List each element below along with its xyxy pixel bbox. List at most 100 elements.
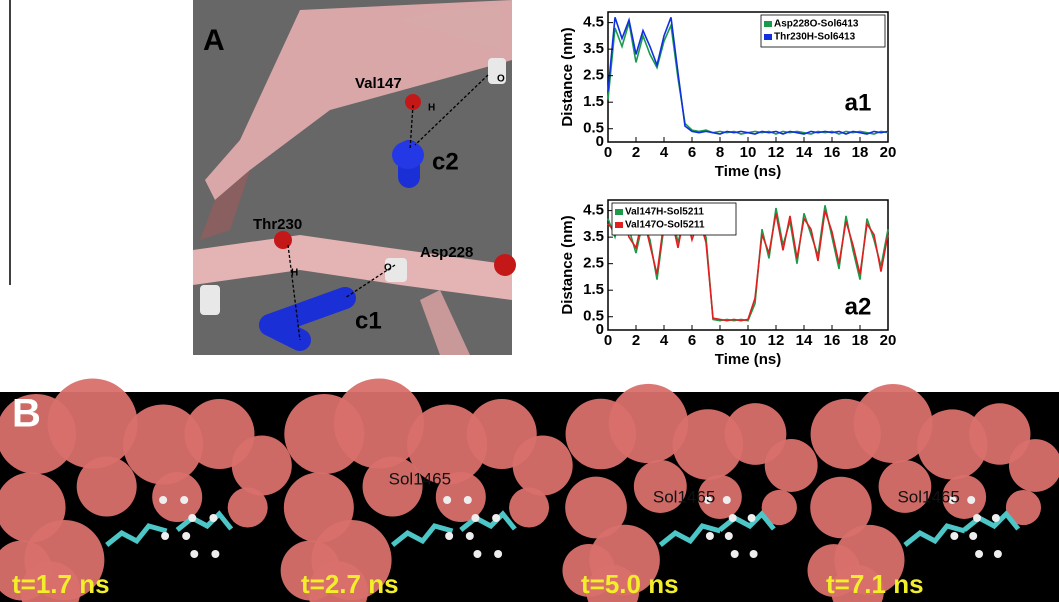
residue-label: Val147 xyxy=(355,75,402,92)
annotation: a1 xyxy=(845,89,872,116)
residue-label: Thr230 xyxy=(253,216,302,233)
frame-time: t=1.7 ns xyxy=(12,569,110,599)
frame: t=2.7 ns Sol1465 xyxy=(281,379,573,602)
water xyxy=(992,514,1000,522)
surface xyxy=(509,488,549,528)
charts: 00.51.52.53.54.502468101214161820Time (n… xyxy=(559,12,896,368)
y-axis-label: Distance (nm) xyxy=(559,215,576,314)
y-tick-label: 4.5 xyxy=(583,202,604,219)
legend-swatch xyxy=(764,21,772,27)
surface xyxy=(765,439,818,492)
y-tick-label: 3.5 xyxy=(583,40,604,57)
y-tick-label: 4.5 xyxy=(583,14,604,31)
water xyxy=(723,496,731,504)
water xyxy=(188,514,196,522)
water xyxy=(443,496,451,504)
panel-a-render xyxy=(193,0,516,355)
residue-label: O xyxy=(497,74,505,85)
x-tick-label: 16 xyxy=(824,332,841,349)
legend-label: Thr230H-Sol6413 xyxy=(774,32,856,43)
x-tick-label: 2 xyxy=(632,144,640,161)
surface xyxy=(48,379,138,469)
water xyxy=(473,550,481,558)
residue-label: c2 xyxy=(432,148,459,175)
molecule-label: Sol1465 xyxy=(897,487,959,506)
x-tick-label: 18 xyxy=(852,332,869,349)
x-tick-label: 2 xyxy=(632,332,640,349)
x-tick-label: 0 xyxy=(604,332,612,349)
water xyxy=(445,532,453,540)
water xyxy=(729,514,737,522)
molecule-label: Sol1465 xyxy=(389,469,451,488)
water xyxy=(731,550,739,558)
water xyxy=(190,550,198,558)
x-tick-label: 18 xyxy=(852,144,869,161)
frame-time: t=2.7 ns xyxy=(301,569,399,599)
annotation: a2 xyxy=(845,293,872,320)
water xyxy=(211,550,219,558)
x-tick-label: 16 xyxy=(824,144,841,161)
residue-label: O xyxy=(384,263,392,274)
legend-swatch xyxy=(764,34,772,40)
x-tick-label: 20 xyxy=(880,332,897,349)
panel-label: A xyxy=(203,24,225,57)
water xyxy=(471,514,479,522)
x-axis-label: Time (ns) xyxy=(715,351,781,368)
water xyxy=(950,532,958,540)
frame: t=5.0 ns Sol1465 xyxy=(562,384,817,602)
x-tick-label: 10 xyxy=(740,144,757,161)
y-tick-label: 1.5 xyxy=(583,281,604,298)
surface xyxy=(232,436,292,496)
water xyxy=(494,550,502,558)
x-tick-label: 12 xyxy=(768,332,785,349)
x-tick-label: 10 xyxy=(740,332,757,349)
x-tick-label: 8 xyxy=(716,332,724,349)
y-axis-label: Distance (nm) xyxy=(559,27,576,126)
surface xyxy=(228,488,268,528)
water xyxy=(492,514,500,522)
frame: t=7.1 ns Sol1465 xyxy=(808,384,1059,602)
residue-label: c1 xyxy=(355,307,382,334)
molecule-label: Sol1465 xyxy=(653,487,715,506)
residue-label: H xyxy=(428,103,435,114)
x-axis-label: Time (ns) xyxy=(715,163,781,180)
water xyxy=(967,496,975,504)
legend-label: Val147H-Sol5211 xyxy=(625,207,704,218)
frame: t=1.7 ns xyxy=(0,379,292,602)
y-tick-label: 2.5 xyxy=(583,255,604,272)
water xyxy=(706,532,714,540)
y-tick-label: 3.5 xyxy=(583,228,604,245)
frame-time: t=7.1 ns xyxy=(826,569,924,599)
y-tick-label: 2.5 xyxy=(583,67,604,84)
y-tick-label: 0.5 xyxy=(583,120,604,137)
water xyxy=(975,550,983,558)
water xyxy=(748,514,756,522)
water xyxy=(994,550,1002,558)
y-tick-label: 1.5 xyxy=(583,93,604,110)
surface xyxy=(152,472,202,522)
water xyxy=(209,514,217,522)
legend-label: Asp228O-Sol6413 xyxy=(774,19,859,30)
water xyxy=(161,532,169,540)
water xyxy=(466,532,474,540)
surface xyxy=(513,436,573,496)
x-tick-label: 6 xyxy=(688,332,696,349)
residue-label: H xyxy=(291,268,298,279)
panel-label: B xyxy=(12,392,41,436)
figure: t=1.7 nst=2.7 nsSol1465t=5.0 nsSol1465t=… xyxy=(0,0,1059,602)
x-tick-label: 4 xyxy=(660,332,669,349)
residue-label: Asp228 xyxy=(420,244,473,261)
water xyxy=(464,496,472,504)
surface xyxy=(77,457,137,517)
legend-label: Val147O-Sol5211 xyxy=(625,220,705,231)
y-tick-label: 0.5 xyxy=(583,308,604,325)
water xyxy=(973,514,981,522)
x-tick-label: 14 xyxy=(796,144,813,161)
water xyxy=(182,532,190,540)
x-tick-label: 4 xyxy=(660,144,669,161)
frame-time: t=5.0 ns xyxy=(581,569,679,599)
water xyxy=(180,496,188,504)
x-tick-label: 0 xyxy=(604,144,612,161)
